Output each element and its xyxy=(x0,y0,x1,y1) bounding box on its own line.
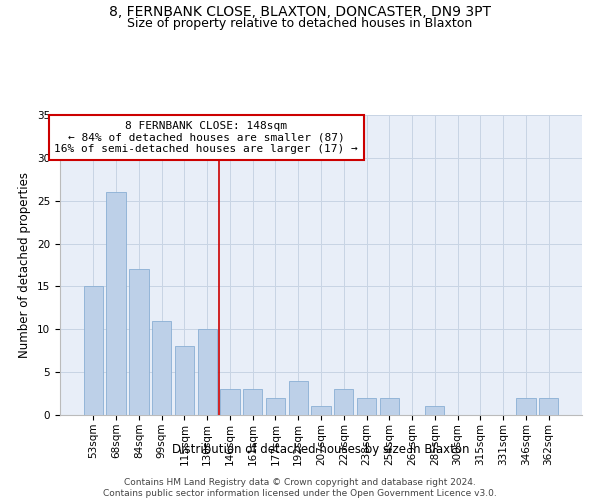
Bar xyxy=(106,192,126,415)
Text: 8 FERNBANK CLOSE: 148sqm
← 84% of detached houses are smaller (87)
16% of semi-d: 8 FERNBANK CLOSE: 148sqm ← 84% of detach… xyxy=(54,121,358,154)
Bar xyxy=(357,398,376,415)
Bar xyxy=(380,398,399,415)
Bar xyxy=(220,390,239,415)
Bar xyxy=(152,320,172,415)
Bar xyxy=(84,286,103,415)
Bar xyxy=(311,406,331,415)
Text: 8, FERNBANK CLOSE, BLAXTON, DONCASTER, DN9 3PT: 8, FERNBANK CLOSE, BLAXTON, DONCASTER, D… xyxy=(109,5,491,19)
Bar xyxy=(539,398,558,415)
Bar xyxy=(175,346,194,415)
Text: Distribution of detached houses by size in Blaxton: Distribution of detached houses by size … xyxy=(172,442,470,456)
Bar xyxy=(334,390,353,415)
Bar xyxy=(266,398,285,415)
Text: Size of property relative to detached houses in Blaxton: Size of property relative to detached ho… xyxy=(127,18,473,30)
Text: Contains HM Land Registry data © Crown copyright and database right 2024.
Contai: Contains HM Land Registry data © Crown c… xyxy=(103,478,497,498)
Bar xyxy=(129,270,149,415)
Bar xyxy=(197,330,217,415)
Bar xyxy=(289,380,308,415)
Bar xyxy=(425,406,445,415)
Bar xyxy=(243,390,262,415)
Bar xyxy=(516,398,536,415)
Y-axis label: Number of detached properties: Number of detached properties xyxy=(19,172,31,358)
